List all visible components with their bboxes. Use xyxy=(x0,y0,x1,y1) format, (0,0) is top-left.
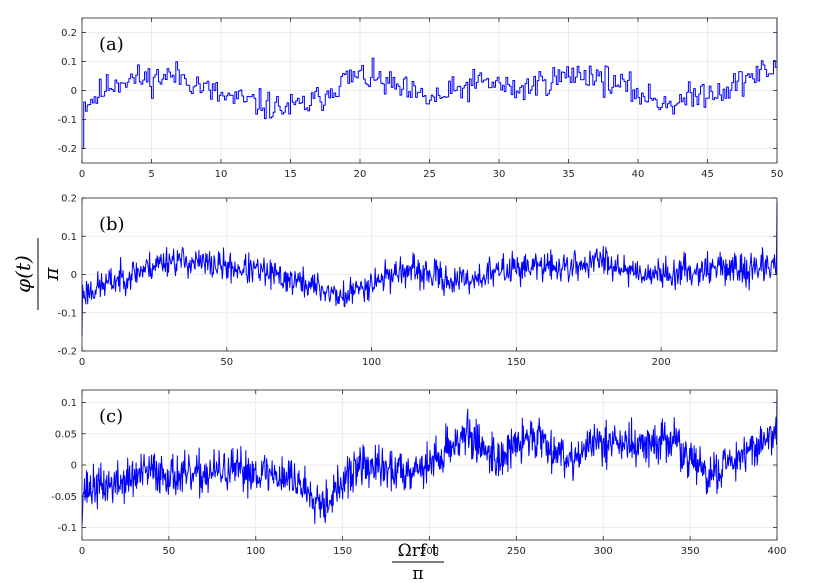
x-tick-label: 30 xyxy=(493,169,506,180)
data-series-line xyxy=(82,20,778,149)
y-tick-label: 0.1 xyxy=(61,232,77,243)
y-tick-label: -0.1 xyxy=(57,115,77,126)
x-tick-label: 0 xyxy=(79,169,85,180)
y-tick-label: -0.05 xyxy=(51,492,77,503)
x-tick-label: 50 xyxy=(771,169,784,180)
data-series-line xyxy=(81,392,778,526)
y-tick-label: -0.1 xyxy=(57,523,77,534)
y-tick-label: 0 xyxy=(71,86,77,97)
panel-label: (c) xyxy=(99,406,123,427)
y-tick-label: -0.2 xyxy=(57,347,77,358)
chart-panel: 0 50 100 150 200 250 300 350 400 -0.1 -0.05 0 0.05 0.… xyxy=(51,389,787,557)
x-tick-label: 40 xyxy=(632,169,645,180)
x-tick-label: 50 xyxy=(220,357,233,368)
x-tick-label: 150 xyxy=(333,546,352,557)
y-tick-label: 0.05 xyxy=(55,429,77,440)
x-tick-label: 400 xyxy=(767,546,786,557)
chart-panel: 0 50 100 150 200 -0.2 -0.1 0 0.1 0.2 (b) xyxy=(57,194,778,368)
x-tick-label: 45 xyxy=(701,169,714,180)
x-tick-label: 0 xyxy=(79,357,85,368)
y-tick-label: -0.1 xyxy=(57,308,77,319)
x-tick-label: 0 xyxy=(79,546,85,557)
y-tick-label: 0.2 xyxy=(61,194,77,205)
y-axis-label-denominator: π xyxy=(39,267,63,282)
chart-panel: 0 5 10 15 20 25 30 35 40 45 50 -0.2 -0.1 0 0.1 0.2 (a) xyxy=(57,17,784,180)
y-tick-label: -0.2 xyxy=(57,144,77,155)
y-axis-label-numerator: φ(t) xyxy=(11,255,35,293)
x-tick-label: 50 xyxy=(163,546,176,557)
panels-group: 0 5 10 15 20 25 30 35 40 45 50 -0.2 -0.1 0 0.1 0.2 (a) 0 5… xyxy=(51,17,787,557)
y-tick-label: 0 xyxy=(71,461,77,472)
y-tick-label: 0.1 xyxy=(61,57,77,68)
x-tick-label: 5 xyxy=(148,169,154,180)
x-tick-label: 100 xyxy=(246,546,265,557)
y-tick-label: 0.2 xyxy=(61,28,77,39)
x-tick-label: 20 xyxy=(354,169,367,180)
x-tick-label: 300 xyxy=(594,546,613,557)
x-tick-label: 200 xyxy=(420,546,439,557)
x-tick-label: 250 xyxy=(507,546,526,557)
x-tick-label: 10 xyxy=(215,169,228,180)
data-series-line xyxy=(81,201,778,336)
panel-label: (b) xyxy=(99,214,125,235)
x-tick-label: 15 xyxy=(284,169,297,180)
x-axis-label-denominator: π xyxy=(412,564,423,583)
x-tick-label: 350 xyxy=(681,546,700,557)
x-tick-label: 25 xyxy=(423,169,436,180)
y-tick-label: 0 xyxy=(71,270,77,281)
x-tick-label: 35 xyxy=(562,169,575,180)
x-tick-label: 100 xyxy=(362,357,381,368)
x-tick-label: 200 xyxy=(652,357,671,368)
y-tick-label: 0.1 xyxy=(61,398,77,409)
x-tick-label: 150 xyxy=(507,357,526,368)
panel-label: (a) xyxy=(99,34,124,55)
x-axis-label-numerator: Ωrf t xyxy=(398,541,439,561)
